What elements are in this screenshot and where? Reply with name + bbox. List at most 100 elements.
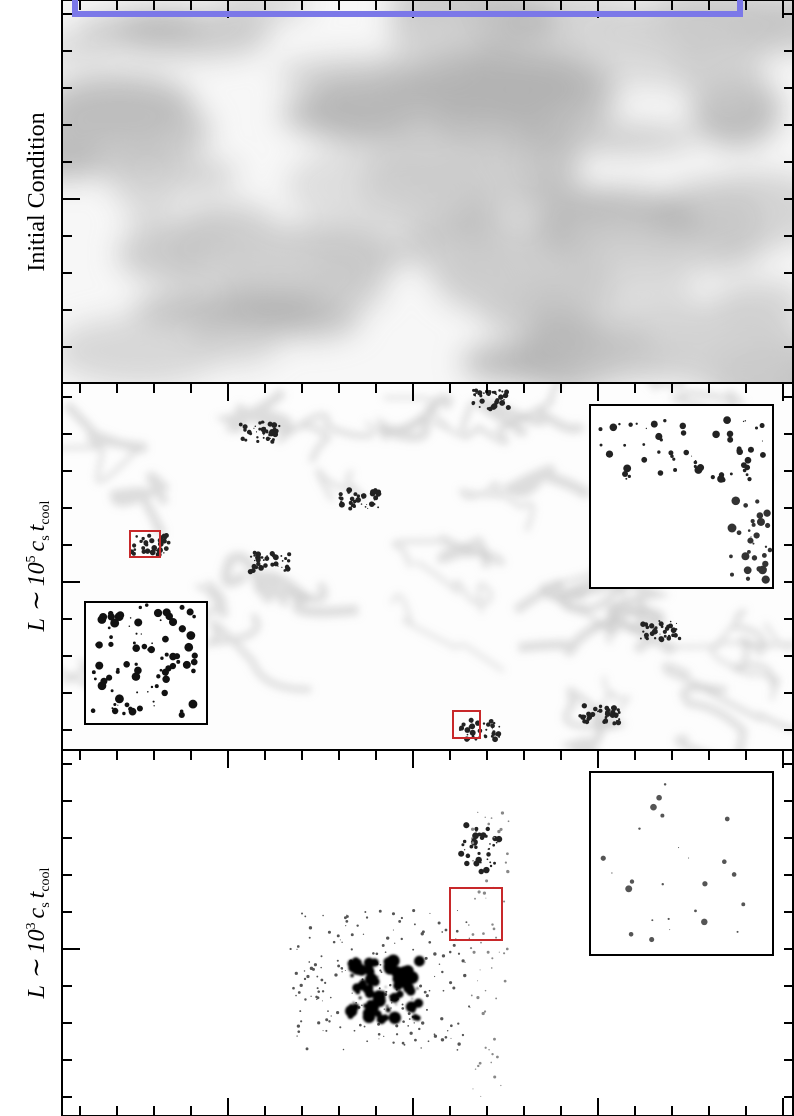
speck xyxy=(316,976,318,978)
speck xyxy=(443,990,445,992)
speck xyxy=(151,686,153,688)
speck xyxy=(477,980,478,981)
speck xyxy=(94,677,97,680)
speck xyxy=(658,636,663,641)
speck xyxy=(341,971,342,972)
speck xyxy=(414,1039,417,1042)
speck xyxy=(370,489,375,494)
speck xyxy=(149,538,154,543)
speck xyxy=(606,450,613,457)
cloud xyxy=(28,95,212,168)
speck xyxy=(746,577,750,581)
speck xyxy=(478,890,481,893)
speck xyxy=(402,1020,405,1023)
speck xyxy=(651,919,653,921)
speck xyxy=(165,653,169,657)
speck xyxy=(256,436,258,438)
speck xyxy=(497,830,500,833)
speck xyxy=(593,707,598,712)
speck xyxy=(508,820,510,822)
speck xyxy=(470,845,474,849)
speck xyxy=(144,543,146,545)
speck xyxy=(464,974,466,976)
speck xyxy=(361,1004,363,1006)
speck xyxy=(386,936,389,939)
speck xyxy=(474,898,476,900)
speck xyxy=(485,990,487,992)
speck xyxy=(457,1049,459,1051)
speck xyxy=(111,689,114,692)
speck xyxy=(116,668,119,671)
speck xyxy=(599,705,602,708)
speck xyxy=(323,1030,324,1031)
speck xyxy=(414,956,425,967)
speck xyxy=(392,1041,394,1043)
speck xyxy=(161,690,167,696)
speck xyxy=(314,963,317,966)
speck xyxy=(353,1002,355,1004)
speck xyxy=(442,954,445,957)
speck xyxy=(669,929,670,930)
speck xyxy=(384,1009,385,1010)
speck xyxy=(672,458,675,461)
speck xyxy=(425,957,428,960)
speck xyxy=(654,637,656,639)
speck xyxy=(477,832,481,836)
speck xyxy=(407,1025,409,1027)
speck xyxy=(141,633,142,634)
speck xyxy=(160,656,163,659)
speck xyxy=(625,478,627,480)
speck xyxy=(702,881,707,886)
speck xyxy=(310,996,311,997)
speck xyxy=(450,1024,453,1027)
speck xyxy=(108,627,111,630)
speck xyxy=(598,709,602,713)
speck xyxy=(297,1025,300,1028)
speck xyxy=(479,398,484,403)
speck xyxy=(473,393,476,396)
speck xyxy=(630,879,634,883)
speck xyxy=(376,952,379,955)
speck xyxy=(623,444,626,447)
speck xyxy=(722,859,727,864)
speck xyxy=(167,541,171,545)
speck xyxy=(747,477,751,481)
speck xyxy=(495,393,497,395)
speck xyxy=(100,678,107,685)
speck xyxy=(464,861,469,866)
speck xyxy=(337,965,340,968)
speck xyxy=(151,642,153,644)
speck xyxy=(757,518,765,526)
speck xyxy=(479,1062,482,1065)
speck xyxy=(345,970,346,971)
speck xyxy=(659,634,660,635)
speck xyxy=(416,987,418,989)
speck xyxy=(390,984,391,985)
speck xyxy=(243,428,246,431)
speck xyxy=(737,446,742,451)
panel-label: Initial Condition xyxy=(24,112,50,271)
speck xyxy=(365,506,367,508)
speck xyxy=(636,423,638,425)
speck xyxy=(457,1022,459,1024)
speck xyxy=(600,444,603,447)
speck xyxy=(269,430,275,436)
cloud xyxy=(200,236,321,290)
speck xyxy=(142,549,146,553)
speck xyxy=(183,661,191,669)
speck xyxy=(254,565,258,569)
speck xyxy=(486,827,490,831)
speck xyxy=(254,560,255,561)
speck xyxy=(499,402,501,404)
speck xyxy=(492,844,495,847)
cloud xyxy=(456,263,534,313)
speck xyxy=(371,1000,377,1006)
speck xyxy=(434,1035,437,1038)
cloud xyxy=(674,23,764,110)
speck xyxy=(496,731,502,737)
speck xyxy=(471,837,473,839)
speck xyxy=(503,399,505,401)
speck xyxy=(472,389,475,392)
speck xyxy=(472,1088,473,1089)
speck xyxy=(278,425,280,427)
